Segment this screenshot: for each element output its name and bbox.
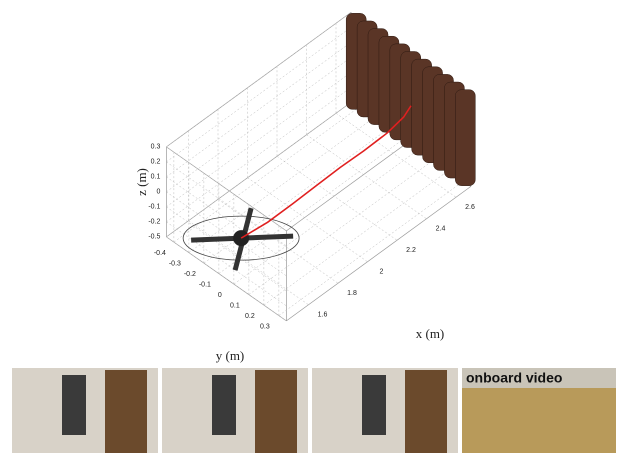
z-tick-label: 0.1	[151, 174, 161, 181]
grid-line	[166, 58, 350, 192]
z-tick-label: 0.2	[151, 159, 161, 166]
grid-line	[277, 156, 397, 240]
x-tick-label: 2.4	[436, 226, 446, 233]
grid-line	[166, 237, 286, 321]
grid-line	[279, 181, 463, 315]
grid-line	[249, 160, 433, 294]
x-tick-label: 2	[380, 269, 384, 276]
grid-line	[166, 28, 350, 162]
x-tick-label: 1.8	[347, 290, 357, 297]
z-tick-label: -0.2	[148, 219, 160, 226]
y-axis-label: y (m)	[216, 348, 245, 363]
y-tick-label: 0.3	[260, 323, 270, 330]
grid-line	[166, 43, 350, 177]
grid-line	[166, 73, 350, 207]
x-axis-label: x (m)	[416, 326, 445, 341]
y-tick-label: -0.3	[169, 260, 181, 267]
x-tick-label: 2.6	[465, 204, 475, 211]
y-tick-label: 0.2	[245, 313, 255, 320]
z-tick-label: -0.1	[148, 204, 160, 211]
photo-strip: onboard video	[12, 368, 616, 453]
photo-detail	[362, 375, 386, 435]
video-caption: onboard video	[466, 370, 562, 386]
z-tick-label: -0.5	[148, 234, 160, 241]
y-tick-label: 0	[218, 292, 222, 299]
box-edge	[286, 187, 470, 321]
grid-line	[248, 178, 368, 262]
y-tick-label: 0.1	[230, 302, 240, 309]
figure: y (m) x (m) z (m) 1.61.822.22.42.6-0.4-0…	[0, 0, 626, 453]
photo-detail	[405, 370, 447, 453]
y-tick-label: -0.1	[199, 281, 211, 288]
pillar	[455, 90, 475, 186]
y-tick-label: -0.4	[154, 250, 166, 257]
x-tick-label: 1.6	[318, 312, 328, 319]
photo-detail	[105, 370, 147, 453]
grid-line	[166, 207, 286, 291]
y-tick-label: -0.2	[184, 271, 196, 278]
z-tick-label: 0	[156, 189, 160, 196]
x-tick-label: 2.2	[406, 247, 416, 254]
grid-line	[166, 88, 350, 222]
grid-line	[204, 129, 388, 263]
photo-detail	[62, 375, 86, 435]
grid-line	[219, 139, 403, 273]
photo-detail	[255, 370, 297, 453]
z-axis-label: z (m)	[134, 168, 149, 196]
photo-detail	[212, 375, 236, 435]
z-tick-label: 0.3	[151, 144, 161, 151]
grid-line	[234, 150, 418, 284]
